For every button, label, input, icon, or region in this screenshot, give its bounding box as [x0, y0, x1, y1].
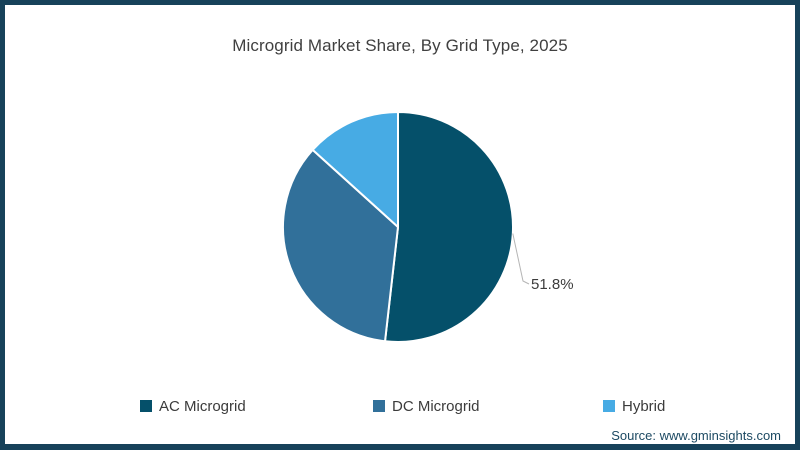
chart-title: Microgrid Market Share, By Grid Type, 20…	[232, 36, 568, 55]
legend-label-hybrid: Hybrid	[622, 397, 666, 415]
legend-swatch-dc-microgrid	[373, 400, 385, 412]
legend-swatch-ac-microgrid	[140, 400, 152, 412]
legend-item-ac-microgrid: AC Microgrid	[140, 397, 246, 415]
pie-slice-hybrid	[311, 111, 399, 228]
pie-chart: 51.8%	[282, 111, 574, 343]
pie-slice-dc-microgrid	[282, 148, 399, 343]
legend-label-ac-microgrid: AC Microgrid	[159, 397, 246, 415]
legend-swatch-hybrid	[603, 400, 615, 412]
callout-label: 51.8%	[531, 276, 574, 293]
legend-label-dc-microgrid: DC Microgrid	[392, 397, 480, 415]
callout-leader-line	[512, 233, 530, 285]
legend-item-hybrid: Hybrid	[603, 397, 665, 415]
pie-slices-group	[282, 111, 514, 343]
legend-item-dc-microgrid: DC Microgrid	[373, 397, 480, 415]
legend: AC Microgrid DC Microgrid Hybrid	[5, 397, 795, 415]
source-attribution: Source: www.gminsights.com	[611, 428, 781, 443]
pie-slice-ac-microgrid	[384, 111, 514, 343]
